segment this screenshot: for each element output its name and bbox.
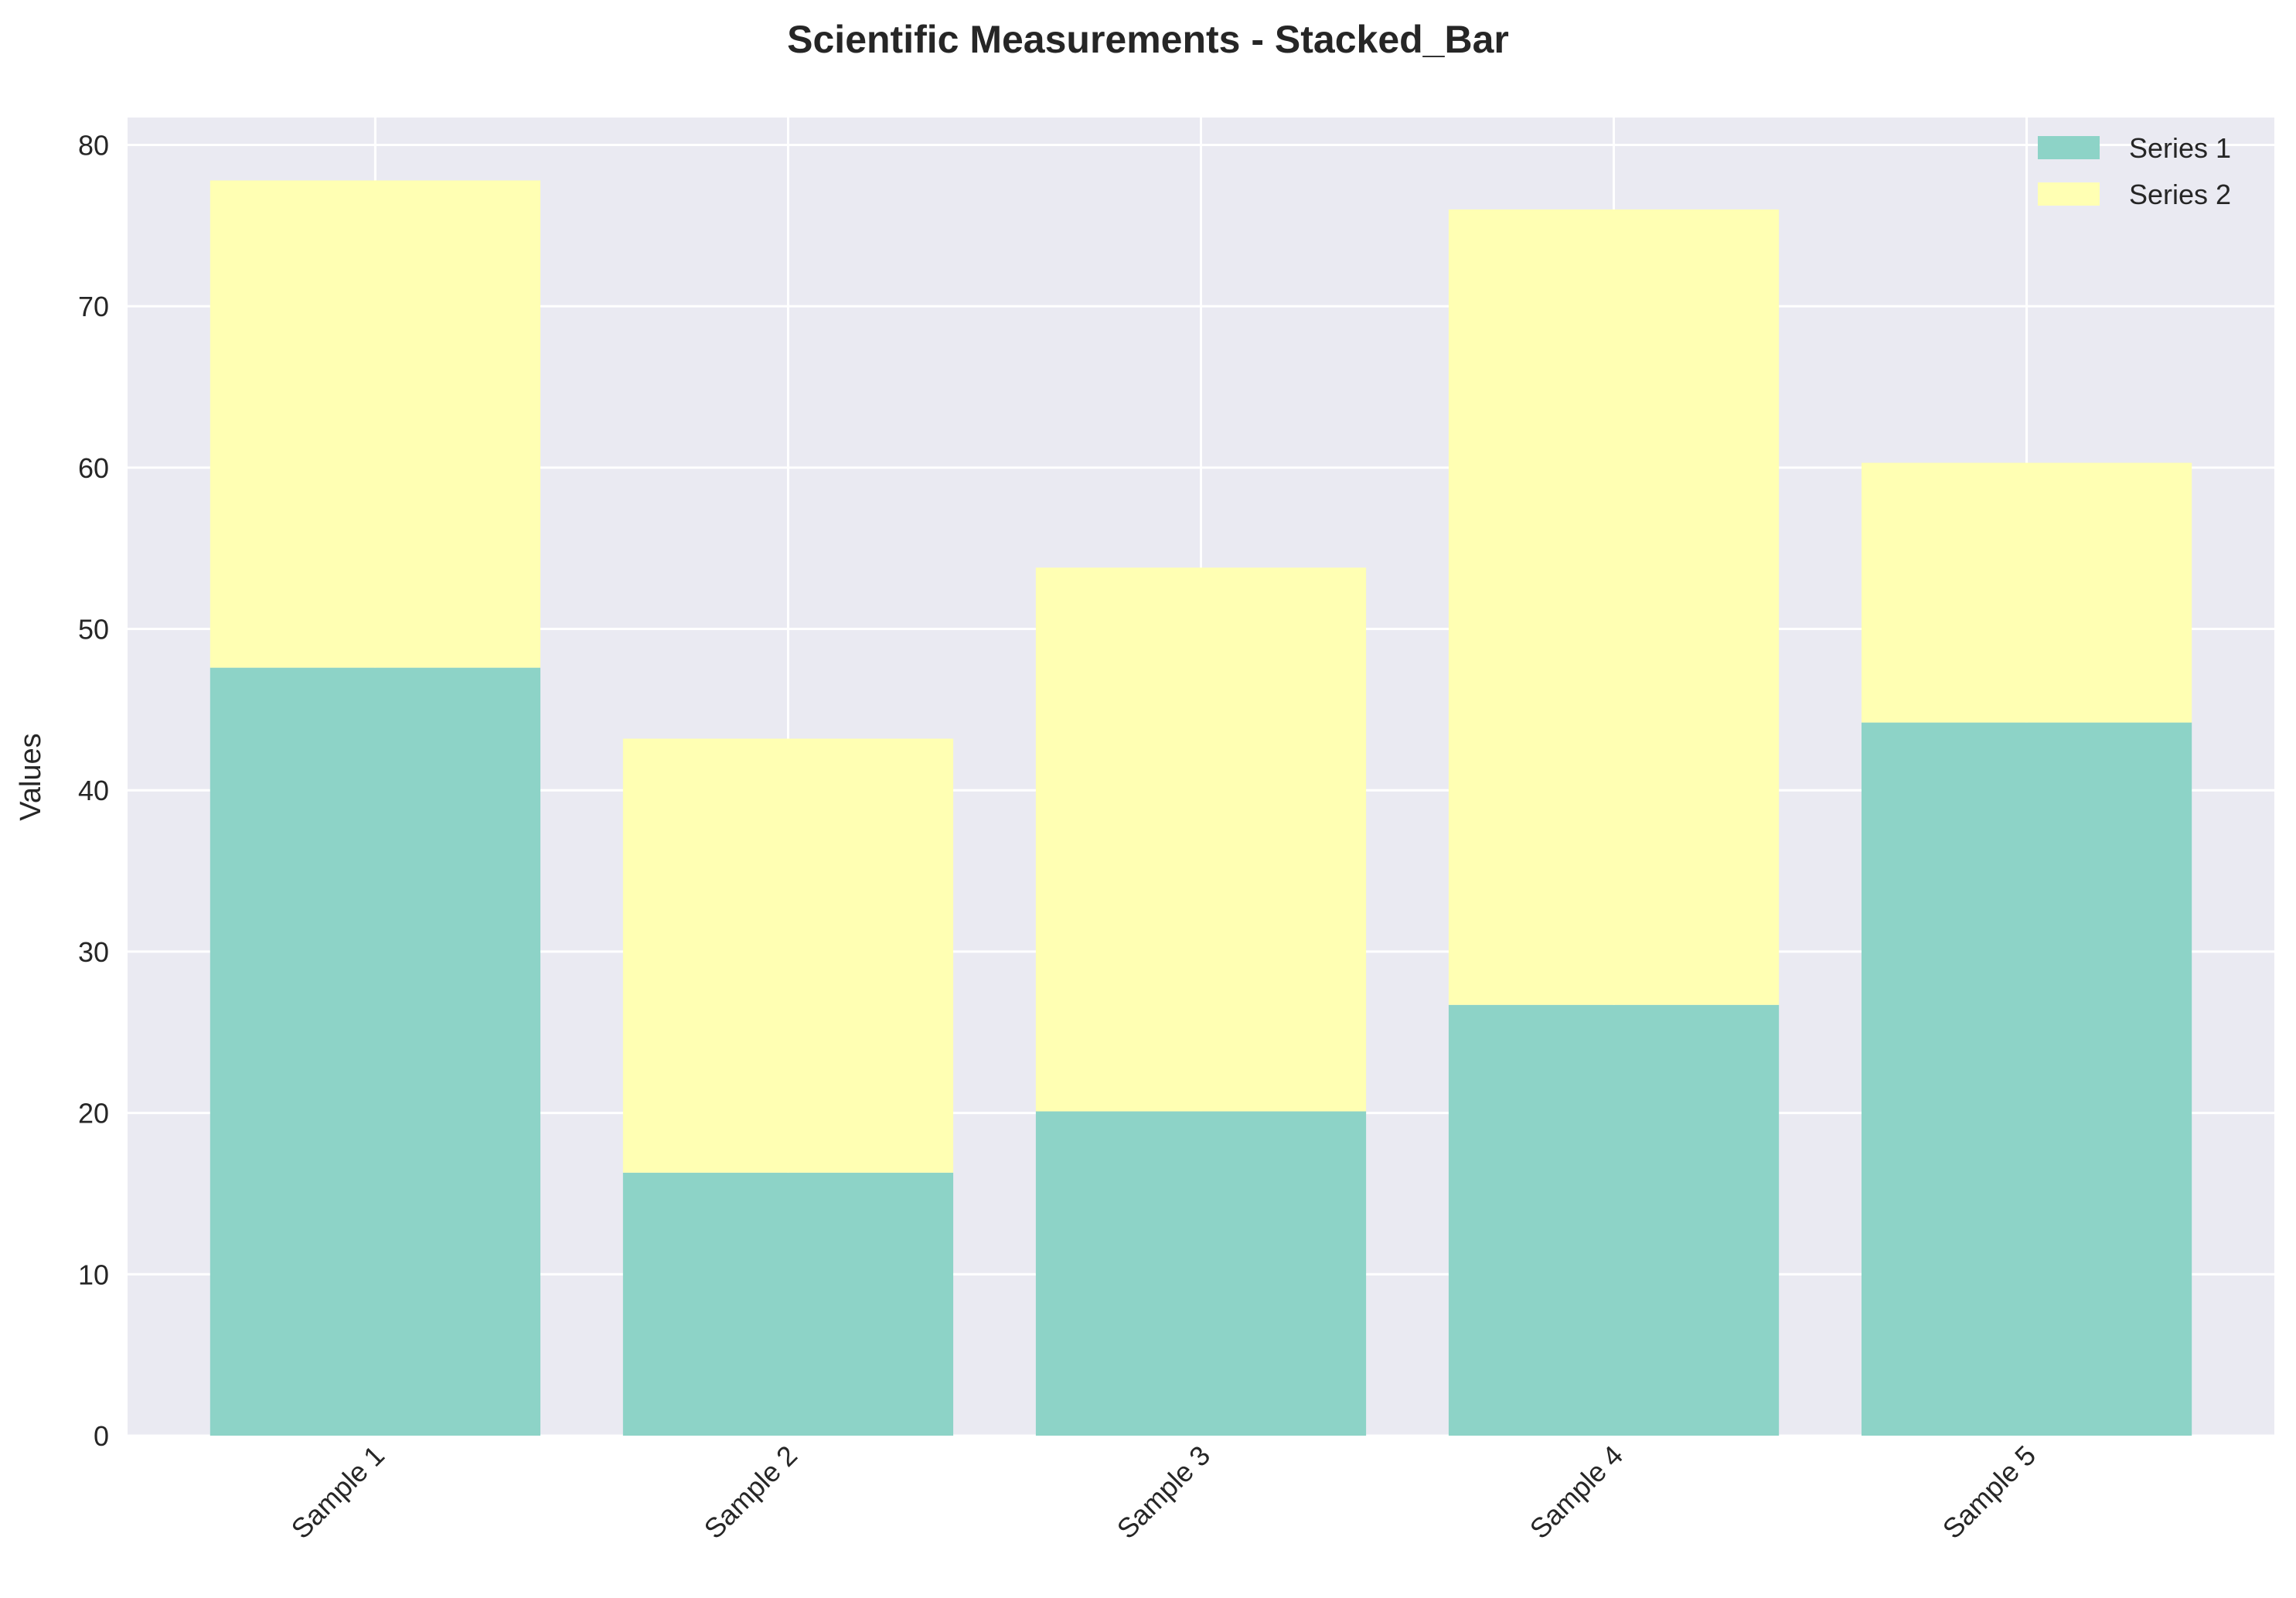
bar-series-2-2 <box>622 738 954 1173</box>
x-tick-label: Sample 2 <box>698 1440 804 1545</box>
x-axis-ticks: Sample 1 Sample 2 Sample 3 Sample 4 Sample 5 <box>285 1440 2042 1545</box>
bar-series-2-3 <box>1035 567 1367 1112</box>
bar-series-1-2 <box>622 1172 954 1436</box>
bar-series-1-4 <box>1448 1004 1780 1436</box>
y-axis-label: Values <box>15 733 47 820</box>
y-tick-label: 50 <box>78 614 109 646</box>
bar-series-2-1 <box>210 180 541 668</box>
bar-series-1-3 <box>1035 1111 1367 1436</box>
y-tick-label: 80 <box>78 129 109 161</box>
bar-series-1-1 <box>210 667 541 1436</box>
legend-swatch-series-2 <box>2038 182 2100 206</box>
y-tick-label: 0 <box>94 1420 109 1452</box>
y-tick-label: 70 <box>78 291 109 322</box>
legend: Series 1 Series 2 <box>2038 132 2231 210</box>
legend-label-series-1: Series 1 <box>2129 132 2231 164</box>
y-tick-label: 10 <box>78 1259 109 1290</box>
x-tick-label: Sample 5 <box>1937 1440 2042 1545</box>
x-tick-label: Sample 3 <box>1111 1440 1217 1545</box>
y-tick-label: 30 <box>78 936 109 968</box>
y-tick-label: 40 <box>78 775 109 806</box>
y-tick-label: 60 <box>78 452 109 484</box>
legend-swatch-series-1 <box>2038 136 2100 159</box>
x-tick-label: Sample 1 <box>285 1440 391 1545</box>
bars <box>210 180 2192 1436</box>
x-tick-label: Sample 4 <box>1524 1440 1630 1545</box>
chart-title: Scientific Measurements - Stacked_Bar <box>787 18 1509 61</box>
y-tick-label: 20 <box>78 1098 109 1130</box>
bar-series-1-5 <box>1861 722 2192 1436</box>
legend-label-series-2: Series 2 <box>2129 179 2231 210</box>
bar-series-2-5 <box>1861 462 2192 723</box>
bar-series-2-4 <box>1448 209 1780 1005</box>
y-axis-ticks: 0 10 20 30 40 50 60 70 80 <box>78 129 109 1452</box>
